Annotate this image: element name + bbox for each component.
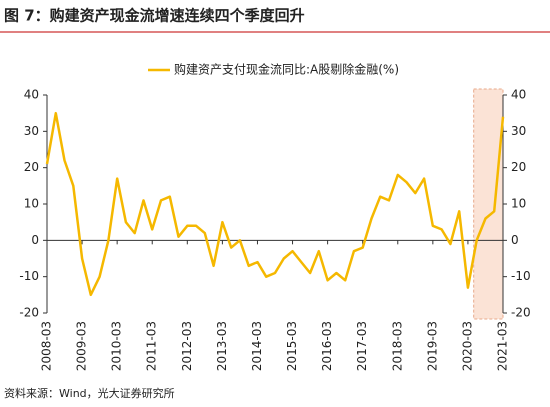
x-tick-label: 2009-03 xyxy=(75,321,89,371)
chart-title: 图 7：购建资产现金流增速连续四个季度回升 xyxy=(4,7,305,25)
highlight-region xyxy=(473,88,504,320)
x-tick-label: 2015-03 xyxy=(285,321,299,371)
x-tick-label: 2012-03 xyxy=(180,321,194,371)
y2-tick-label: 0 xyxy=(511,233,519,247)
y-tick-label: 10 xyxy=(24,197,39,211)
source: 资料来源：Wind，光大证券研究所 xyxy=(4,386,175,400)
y2-tick-label: 40 xyxy=(511,88,526,102)
y2-tick-label: -10 xyxy=(511,269,531,283)
x-tick-label: 2008-03 xyxy=(40,321,54,371)
x-tick-label: 2014-03 xyxy=(250,321,264,371)
y2-tick-label: 30 xyxy=(511,124,526,138)
legend-label: 购建资产支付现金流同比:A股剔除金融(%) xyxy=(174,62,399,77)
y-tick-label: 0 xyxy=(31,233,39,247)
x-tick-label: 2018-03 xyxy=(390,321,404,371)
x-tick-label: 2016-03 xyxy=(320,321,334,371)
y-tick-label: 30 xyxy=(24,124,39,138)
x-tick-label: 2020-03 xyxy=(460,321,474,371)
y2-tick-label: 10 xyxy=(511,197,526,211)
x-tick-label: 2011-03 xyxy=(145,321,159,371)
x-tick-label: 2013-03 xyxy=(215,321,229,371)
y2-tick-label: -20 xyxy=(511,306,531,320)
data-line xyxy=(45,111,505,297)
x-tick-label: 2019-03 xyxy=(425,321,439,371)
y-tick-label: -10 xyxy=(19,269,39,283)
x-tick-label: 2021-03 xyxy=(496,321,510,371)
y-tick-label: 20 xyxy=(24,160,39,174)
y-tick-label: -20 xyxy=(19,306,39,320)
x-tick-label: 2010-03 xyxy=(110,321,124,371)
y-tick-label: 40 xyxy=(24,88,39,102)
y2-tick-label: 20 xyxy=(511,160,526,174)
x-tick-label: 2017-03 xyxy=(355,321,369,371)
